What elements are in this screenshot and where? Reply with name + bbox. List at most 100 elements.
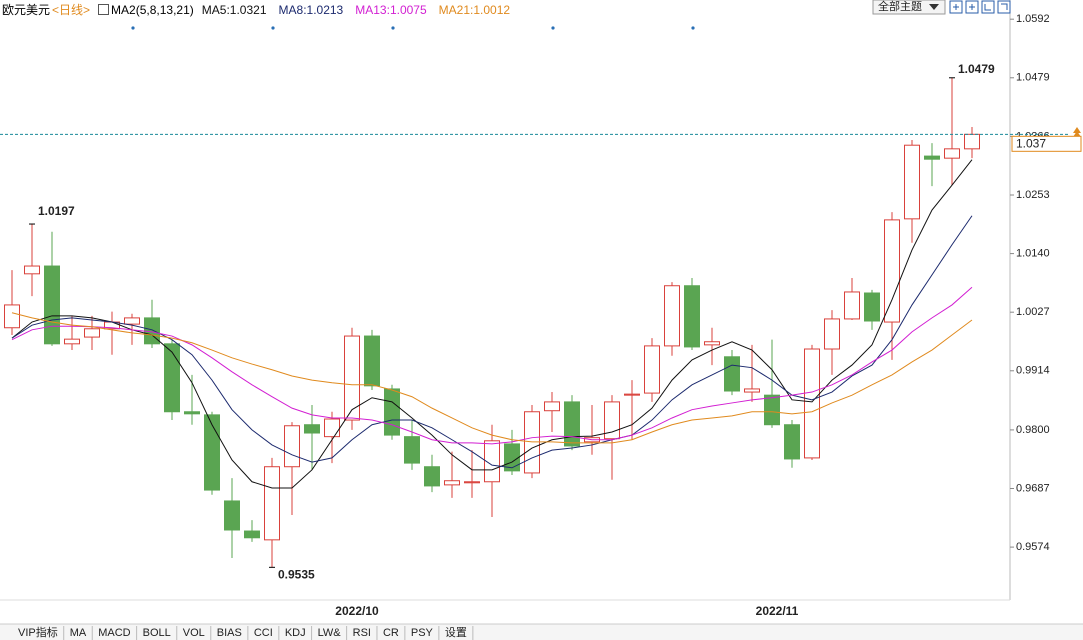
candle-body xyxy=(704,341,720,346)
candle-body xyxy=(644,345,660,394)
chart-header: 欧元美元 <日线> MA2(5,8,13,21) MA51.0321MA81.0… xyxy=(2,1,510,18)
legend-name: MA5 xyxy=(202,3,230,17)
tab[interactable]: CCI xyxy=(254,627,273,639)
candle-body xyxy=(864,292,880,322)
y-tick-label: 1.0253 xyxy=(1016,189,1050,201)
candle-body xyxy=(44,265,60,345)
candle-body xyxy=(844,291,860,320)
dropdown-arrow[interactable] xyxy=(929,4,939,10)
tab[interactable]: BIAS xyxy=(217,627,242,639)
legend-item: MA51.0321 xyxy=(202,3,267,17)
legend-item: MA211.0012 xyxy=(439,3,510,17)
price-arrow xyxy=(1073,127,1081,137)
candle-body xyxy=(624,393,640,396)
legend: MA51.0321 MA81.0213 MA131.0075 MA211.0012 xyxy=(202,3,510,17)
legend-name: MA21 xyxy=(439,3,474,17)
y-tick-label: 1.0140 xyxy=(1016,247,1050,259)
legend-value: 1.0012 xyxy=(473,2,511,17)
candle-body xyxy=(964,133,980,150)
legend-item: MA81.0213 xyxy=(279,3,344,17)
candle-body xyxy=(64,338,80,345)
candle-body xyxy=(284,425,300,468)
candle-body xyxy=(664,285,680,347)
toolbar-icons[interactable] xyxy=(949,0,1011,14)
candle-body xyxy=(164,343,180,413)
y-tick-label: 0.9800 xyxy=(1016,424,1050,436)
event-dots xyxy=(131,26,695,30)
candle-body xyxy=(484,440,500,483)
tab[interactable]: BOLL xyxy=(143,627,171,639)
candle-body xyxy=(944,148,960,159)
legend-item: MA131.0075 xyxy=(355,3,426,17)
candle-body xyxy=(224,500,240,531)
candle-body xyxy=(564,401,580,447)
candle-body xyxy=(684,285,700,348)
legend-value: 1.0213 xyxy=(306,2,344,17)
candle-body xyxy=(904,144,920,220)
candle-body xyxy=(804,348,820,459)
candle-body xyxy=(4,304,20,329)
candle-body xyxy=(604,401,620,440)
candle-body xyxy=(424,466,440,487)
tab[interactable]: PSY xyxy=(411,627,434,639)
candle-body xyxy=(304,424,320,434)
candle-body xyxy=(544,401,560,412)
price-label: 1.037 xyxy=(1016,136,1046,150)
ma-line xyxy=(11,312,973,444)
candle-body xyxy=(464,481,480,484)
candle-body xyxy=(324,418,340,438)
y-tick-label: 0.9574 xyxy=(1016,541,1050,553)
y-tick-label: 1.0027 xyxy=(1016,306,1050,318)
tab-bar xyxy=(0,624,1083,640)
candle-body xyxy=(764,394,780,426)
y-tick-label: 0.9687 xyxy=(1016,482,1050,494)
theme-button-label[interactable]: 全部主题 xyxy=(878,0,922,13)
ma-line xyxy=(11,215,973,469)
extreme-label: 1.0479 xyxy=(958,62,995,76)
tab[interactable]: CR xyxy=(383,627,399,639)
x-tick-label: 2022/10 xyxy=(335,604,379,618)
x-tick-label: 2022/11 xyxy=(756,604,799,618)
ma-line xyxy=(11,159,973,489)
candle-body xyxy=(244,530,260,539)
candle-body xyxy=(744,388,760,393)
tab[interactable]: 设置 xyxy=(445,626,467,639)
legend-name: MA13 xyxy=(355,3,390,17)
candle-body xyxy=(264,466,280,541)
candle-body xyxy=(384,388,400,436)
theme-button[interactable] xyxy=(872,0,946,15)
tabs: VIP指标 MA MACD BOLL VOL BIAS CCI KDJ LW& RSI CR PSY 设… xyxy=(18,625,474,640)
instrument: 欧元美元 xyxy=(2,3,51,17)
price-label-box xyxy=(1011,135,1082,152)
ma-icon[interactable] xyxy=(98,4,110,15)
tab[interactable]: LW& xyxy=(318,627,342,639)
tab[interactable]: KDJ xyxy=(285,627,306,639)
candle-body xyxy=(824,318,840,350)
legend-value: 1.0075 xyxy=(389,2,427,17)
y-tick-label: 1.0479 xyxy=(1016,72,1050,84)
candle-body xyxy=(124,317,140,325)
period[interactable]: <日线> xyxy=(52,3,91,17)
candle-body xyxy=(884,219,900,323)
ma-label: MA2(5,8,13,21) xyxy=(111,2,194,17)
extreme-label: 0.9535 xyxy=(278,568,315,582)
candle-body xyxy=(784,424,800,460)
tab[interactable]: VOL xyxy=(183,627,205,639)
candle-body xyxy=(444,480,460,486)
ma-line xyxy=(11,286,973,445)
y-tick-label: 0.9914 xyxy=(1016,365,1050,377)
candle-body xyxy=(24,265,40,275)
candle-body xyxy=(204,414,220,491)
candle-body xyxy=(364,335,380,387)
tab[interactable]: MA xyxy=(70,627,87,639)
candle-body xyxy=(344,335,360,421)
legend-name: MA8 xyxy=(279,3,307,17)
tab[interactable]: RSI xyxy=(353,627,371,639)
y-tick-label: 1.0592 xyxy=(1016,13,1050,25)
extreme-label: 1.0197 xyxy=(38,204,75,218)
tab[interactable]: MACD xyxy=(98,627,130,639)
candle-body xyxy=(84,328,100,338)
candle-body xyxy=(184,411,200,415)
tab[interactable]: VIP指标 xyxy=(18,625,58,639)
candle-body xyxy=(524,411,540,474)
